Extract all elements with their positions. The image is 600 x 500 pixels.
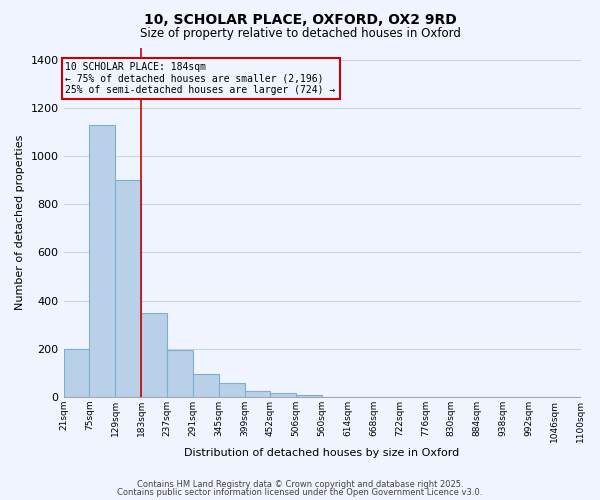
Bar [193, 374, 219, 397]
Bar [245, 391, 270, 397]
Bar [115, 180, 141, 397]
X-axis label: Distribution of detached houses by size in Oxford: Distribution of detached houses by size … [184, 448, 460, 458]
Bar [219, 382, 245, 397]
Bar [270, 394, 296, 397]
Bar [64, 349, 89, 397]
Bar [167, 350, 193, 397]
Bar [141, 312, 167, 397]
Text: 10, SCHOLAR PLACE, OXFORD, OX2 9RD: 10, SCHOLAR PLACE, OXFORD, OX2 9RD [143, 12, 457, 26]
Text: Contains public sector information licensed under the Open Government Licence v3: Contains public sector information licen… [118, 488, 482, 497]
Text: Size of property relative to detached houses in Oxford: Size of property relative to detached ho… [140, 28, 460, 40]
Text: 10 SCHOLAR PLACE: 184sqm
← 75% of detached houses are smaller (2,196)
25% of sem: 10 SCHOLAR PLACE: 184sqm ← 75% of detach… [65, 62, 336, 95]
Bar [89, 124, 115, 397]
Text: Contains HM Land Registry data © Crown copyright and database right 2025.: Contains HM Land Registry data © Crown c… [137, 480, 463, 489]
Y-axis label: Number of detached properties: Number of detached properties [15, 134, 25, 310]
Bar [296, 394, 322, 397]
